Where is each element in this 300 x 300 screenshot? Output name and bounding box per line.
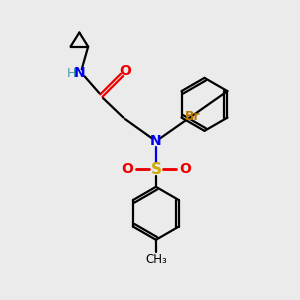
Text: Br: Br [185,110,201,123]
Text: CH₃: CH₃ [145,253,167,266]
Text: O: O [121,162,133,176]
Text: O: O [179,162,191,176]
Text: O: O [120,64,131,78]
Text: S: S [150,162,161,177]
Text: H: H [66,67,76,80]
Text: N: N [150,134,162,148]
Text: N: N [74,66,85,80]
